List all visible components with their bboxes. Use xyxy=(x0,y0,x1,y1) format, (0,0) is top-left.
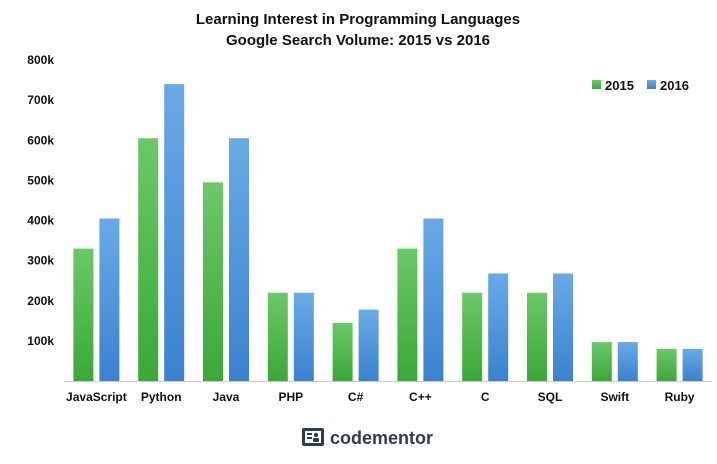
bar-2016-ruby xyxy=(682,348,703,381)
bar-2015-c- xyxy=(332,322,353,381)
bar-2015-javascript xyxy=(73,248,94,381)
codementor-logo: codementor xyxy=(302,428,433,448)
bar-2016-sql xyxy=(553,273,573,381)
bar-2016-swift xyxy=(617,342,638,381)
legend-label-2015: 2015 xyxy=(605,78,634,93)
y-tick-label: 100k xyxy=(27,334,54,348)
x-tick-label: C# xyxy=(348,390,364,404)
x-tick-label: Ruby xyxy=(665,390,695,404)
x-tick-label: Swift xyxy=(600,390,629,404)
y-tick-label: 200k xyxy=(27,294,54,308)
bar-2015-sql xyxy=(527,292,547,381)
bar-2016-java xyxy=(229,138,249,381)
bars-group xyxy=(73,84,703,381)
x-tick-label: Python xyxy=(141,390,182,404)
bar-2016-python xyxy=(164,84,185,381)
bar-2016-c- xyxy=(358,309,379,381)
x-tick-label: C xyxy=(481,390,490,404)
x-tick-label: SQL xyxy=(538,390,563,404)
x-tick-label: C++ xyxy=(409,390,432,404)
y-tick-label: 800k xyxy=(27,53,54,67)
bar-2016-c xyxy=(488,273,509,381)
y-tick-label: 500k xyxy=(27,173,54,187)
bar-2015-python xyxy=(138,138,159,381)
bar-2016-javascript xyxy=(99,218,120,381)
bar-2015-swift xyxy=(591,342,612,381)
legend-swatch-2016 xyxy=(647,80,656,89)
y-tick-label: 300k xyxy=(27,254,54,268)
y-tick-label: 400k xyxy=(27,214,54,228)
bar-2015-java xyxy=(203,182,223,381)
bar-2016-php xyxy=(293,292,314,381)
x-tick-label: JavaScript xyxy=(66,390,127,404)
x-tick-label: Java xyxy=(213,390,240,404)
y-tick-label: 600k xyxy=(27,133,54,147)
bar-2015-c- xyxy=(397,248,418,381)
codementor-logo-text: codementor xyxy=(330,428,433,448)
x-axis: JavaScript Python Java PHP C# C++ C SQL Swift Rub… xyxy=(66,390,695,404)
y-tick-label: 700k xyxy=(27,93,54,107)
y-axis: 100k 200k 300k 400k 500k 600k 700k 800k xyxy=(27,53,54,348)
codementor-logo-icon xyxy=(302,428,324,446)
bar-2015-php xyxy=(267,292,288,381)
bar-2015-c xyxy=(462,292,483,381)
legend-label-2016: 2016 xyxy=(660,78,689,93)
legend-swatch-2015 xyxy=(592,80,601,89)
chart-title-line-2: Google Search Volume: 2015 vs 2016 xyxy=(226,32,490,49)
bar-2016-c- xyxy=(423,218,444,381)
legend: 2015 2016 xyxy=(592,78,689,93)
chart-title-line-1: Learning Interest in Programming Languag… xyxy=(196,11,520,28)
x-tick-label: PHP xyxy=(278,390,303,404)
bar-2015-ruby xyxy=(656,348,677,381)
